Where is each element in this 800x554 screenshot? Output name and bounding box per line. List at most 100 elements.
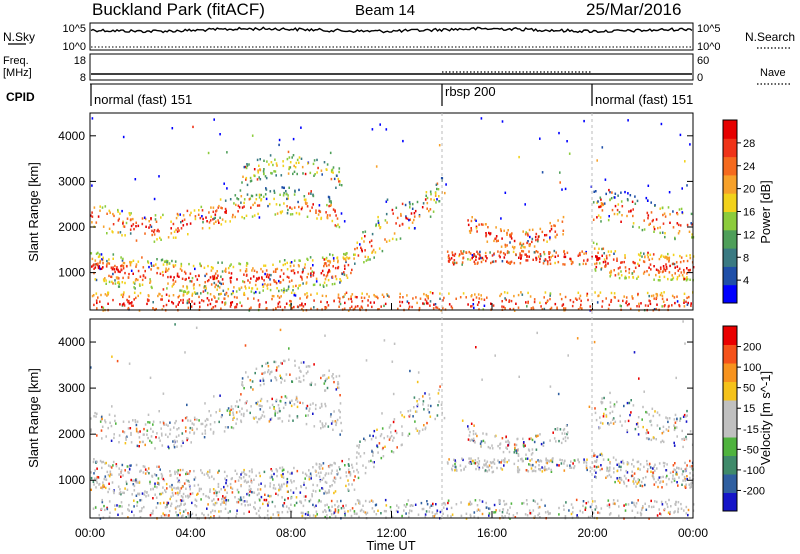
range-cell	[671, 304, 673, 307]
range-cell	[119, 212, 121, 215]
range-cell	[686, 272, 688, 275]
range-cell	[146, 433, 148, 436]
range-cell	[221, 301, 224, 304]
range-cell	[667, 420, 669, 424]
range-cell	[99, 259, 102, 263]
range-cell	[621, 205, 624, 208]
range-cell	[317, 213, 320, 216]
range-cell	[546, 300, 548, 303]
range-cell	[653, 230, 655, 233]
range-cell	[167, 445, 170, 448]
range-cell	[320, 402, 323, 406]
range-cell	[347, 257, 350, 260]
range-cell	[210, 269, 213, 272]
range-cell	[564, 295, 567, 299]
range-cell	[290, 269, 293, 273]
range-cell	[377, 215, 379, 219]
range-cell	[198, 489, 201, 493]
range-cell	[288, 304, 291, 307]
range-cell	[295, 377, 298, 380]
range-cell	[648, 266, 650, 269]
range-cell	[662, 461, 665, 465]
range-cell	[594, 262, 596, 266]
range-cell	[243, 165, 246, 169]
range-cell	[223, 297, 225, 300]
range-cell	[235, 422, 237, 425]
range-cell	[293, 293, 296, 297]
range-cell	[426, 500, 428, 503]
range-cell	[194, 292, 197, 295]
range-cell	[425, 191, 428, 194]
range-cell	[169, 275, 172, 279]
range-cell	[613, 471, 615, 474]
range-cell	[304, 512, 307, 516]
range-cell	[512, 250, 515, 254]
range-cell	[117, 210, 119, 213]
range-cell	[183, 218, 186, 221]
range-cell	[162, 512, 164, 515]
range-cell	[501, 511, 504, 514]
range-cell	[201, 432, 204, 435]
range-cell	[535, 238, 537, 242]
range-cell	[213, 491, 215, 495]
range-cell	[468, 434, 471, 437]
range-cell	[586, 294, 588, 297]
range-cell	[472, 303, 475, 306]
range-cell	[347, 479, 349, 482]
range-cell	[538, 260, 541, 263]
range-cell	[268, 420, 271, 423]
range-cell	[368, 295, 370, 298]
range-cell	[206, 297, 209, 300]
range-cell	[102, 485, 104, 489]
range-cell	[128, 362, 131, 365]
range-cell	[217, 471, 219, 474]
range-cell	[286, 275, 289, 279]
range-cell	[112, 460, 115, 464]
range-cell	[333, 299, 335, 302]
range-cell	[364, 471, 367, 475]
range-cell	[631, 200, 634, 203]
range-cell	[600, 402, 603, 405]
range-cell	[640, 512, 643, 516]
range-cell	[245, 481, 248, 484]
range-cell	[108, 500, 111, 503]
range-cell	[606, 469, 608, 472]
range-cell	[562, 504, 565, 507]
range-cell	[624, 420, 627, 423]
range-cell	[267, 369, 270, 372]
range-cell	[607, 422, 609, 425]
range-cell	[548, 251, 550, 254]
range-cell	[637, 481, 640, 484]
range-cell	[339, 278, 341, 281]
range-cell	[270, 474, 273, 477]
range-cell	[355, 456, 358, 459]
range-cell	[236, 296, 238, 299]
range-cell	[197, 213, 200, 216]
range-cell	[119, 491, 122, 494]
range-cell	[196, 418, 198, 421]
range-cell	[180, 262, 183, 266]
range-cell	[661, 305, 663, 308]
range-cell	[150, 264, 153, 267]
range-cell	[104, 508, 106, 512]
range-cell	[334, 462, 336, 465]
range-cell	[531, 451, 534, 455]
range-cell	[152, 307, 154, 310]
range-cell	[506, 250, 509, 253]
range-cell	[140, 498, 143, 502]
range-cell	[608, 513, 611, 516]
range-cell	[645, 196, 648, 200]
range-cell	[94, 266, 97, 269]
range-cell	[429, 506, 431, 509]
range-cell	[156, 258, 158, 261]
range-cell	[495, 509, 497, 512]
range-cell	[416, 301, 418, 305]
range-cell	[583, 252, 585, 255]
range-cell	[462, 458, 464, 462]
range-cell	[95, 221, 98, 224]
range-cell	[659, 231, 661, 235]
range-cell	[553, 437, 556, 440]
range-cell	[326, 491, 329, 495]
range-cell	[281, 186, 283, 189]
range-cell	[470, 227, 472, 230]
